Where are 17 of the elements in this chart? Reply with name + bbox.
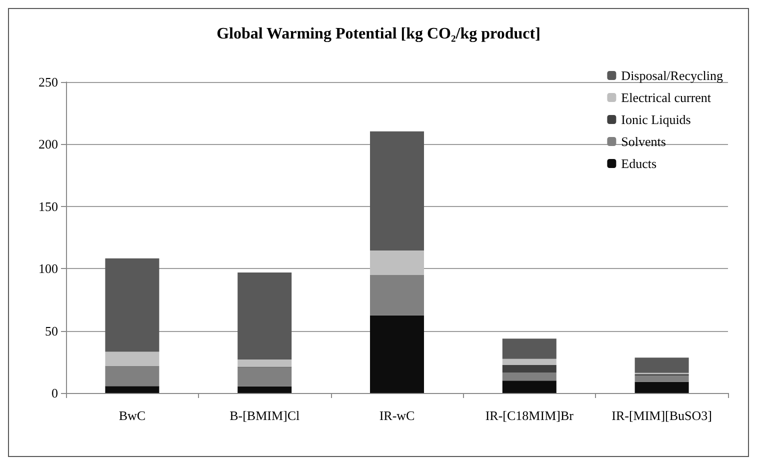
chart-title: Global Warming Potential [kg CO₂/kg product]: [216, 26, 540, 42]
y-tick-label: 250: [38, 74, 58, 90]
y-tick-label: 100: [38, 261, 58, 276]
y-tick-label: 150: [38, 198, 58, 214]
legend-label: Disposal/Recycling: [621, 68, 724, 83]
legend-label: Ionic Liquids: [621, 112, 691, 127]
legend-label: Educts: [621, 156, 657, 171]
legend-label: Solvents: [621, 134, 666, 149]
y-tick-label: 0: [52, 386, 58, 400]
x-tick-label: B-[BMIM]Cl: [230, 408, 300, 423]
y-tick-label: 50: [45, 323, 58, 338]
x-tick-label: BwC: [118, 408, 146, 423]
x-tick-label: IR-[C18MIM]Br: [485, 408, 574, 423]
x-tick-label: IR-wC: [379, 408, 415, 423]
x-tick-label: IR-[MIM][BuSO3]: [612, 408, 712, 423]
y-tick-label: 200: [38, 136, 58, 152]
legend-label: Electrical current: [621, 90, 712, 105]
